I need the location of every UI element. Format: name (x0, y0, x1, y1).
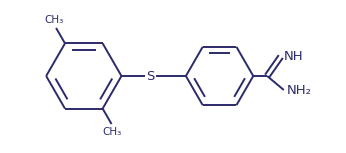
Text: NH: NH (284, 50, 303, 63)
Text: CH₃: CH₃ (45, 15, 64, 25)
Text: S: S (146, 69, 154, 82)
Text: CH₃: CH₃ (102, 127, 121, 137)
Text: NH₂: NH₂ (287, 84, 312, 97)
